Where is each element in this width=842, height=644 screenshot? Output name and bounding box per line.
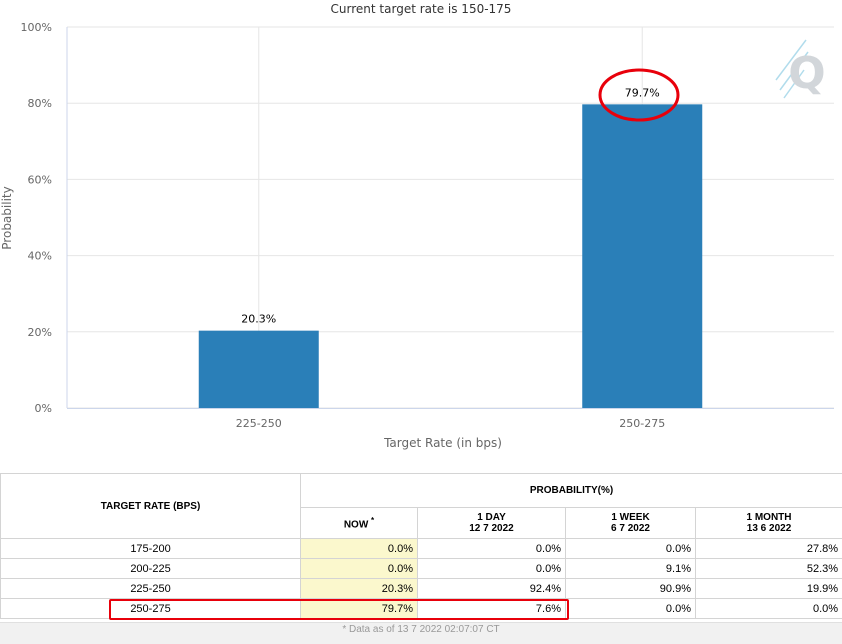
- chart-svg: Current target rate is 150-175 Q 20.3% 79…: [0, 0, 842, 462]
- x-tick-label: 250-275: [619, 417, 665, 430]
- bar: [582, 104, 702, 408]
- table-row: 200-225 0.0% 0.0% 9.1% 52.3%: [1, 559, 842, 579]
- x-tick-label: 225-250: [236, 417, 282, 430]
- target-rate-header-text: TARGET RATE (BPS): [101, 501, 201, 512]
- bar-data-label: 20.3%: [241, 313, 276, 326]
- chart-bars: 20.3% 79.7%: [199, 86, 703, 408]
- day-header-label: 1 DAY: [477, 512, 506, 523]
- y-tick-label: 60%: [28, 173, 52, 186]
- row-now: 20.3%: [301, 579, 418, 599]
- row-rate: 175-200: [1, 539, 301, 559]
- probability-table-section: TARGET RATE (BPS) PROBABILITY(%) NOW * 1…: [0, 473, 842, 643]
- data-timestamp-note: * Data as of 13 7 2022 02:07:07 CT: [0, 622, 842, 644]
- y-tick-label: 80%: [28, 97, 52, 110]
- bar-data-label: 79.7%: [625, 86, 660, 99]
- target-rate-header: TARGET RATE (BPS): [1, 474, 301, 539]
- y-tick-label: 0%: [35, 402, 52, 415]
- week-header-label: 1 WEEK: [611, 512, 649, 523]
- bar: [199, 331, 319, 408]
- row-month: 52.3%: [696, 559, 842, 579]
- day-header-date: 12 7 2022: [469, 523, 514, 534]
- row-week: 9.1%: [566, 559, 696, 579]
- table-row: 250-275 79.7% 7.6% 0.0% 0.0%: [1, 599, 842, 619]
- probability-header: PROBABILITY(%): [301, 474, 842, 508]
- row-month: 19.9%: [696, 579, 842, 599]
- row-day: 92.4%: [418, 579, 566, 599]
- row-rate: 200-225: [1, 559, 301, 579]
- month-header-label: 1 MONTH: [747, 512, 792, 523]
- row-rate: 250-275: [1, 599, 301, 619]
- row-now: 0.0%: [301, 559, 418, 579]
- row-now: 79.7%: [301, 599, 418, 619]
- probability-header-text: PROBABILITY(%): [530, 485, 613, 496]
- table-row: 225-250 20.3% 92.4% 90.9% 19.9%: [1, 579, 842, 599]
- now-header-text: NOW: [344, 519, 368, 530]
- y-tick-label: 40%: [28, 250, 52, 263]
- x-axis-ticks: 225-250 250-275: [236, 417, 665, 430]
- chart-subtitle: Current target rate is 150-175: [331, 2, 512, 16]
- now-header: NOW *: [301, 508, 418, 539]
- y-axis-title: Probability: [0, 186, 14, 249]
- y-tick-label: 20%: [28, 326, 52, 339]
- row-month: 27.8%: [696, 539, 842, 559]
- probability-table: TARGET RATE (BPS) PROBABILITY(%) NOW * 1…: [0, 473, 842, 619]
- y-axis-ticks: 0% 20% 40% 60% 80% 100%: [21, 21, 52, 415]
- row-day: 0.0%: [418, 559, 566, 579]
- row-now: 0.0%: [301, 539, 418, 559]
- row-week: 90.9%: [566, 579, 696, 599]
- watermark-logo: Q: [776, 40, 826, 99]
- now-asterisk: *: [371, 516, 374, 525]
- table-row: 175-200 0.0% 0.0% 0.0% 27.8%: [1, 539, 842, 559]
- row-day: 7.6%: [418, 599, 566, 619]
- probability-chart: Current target rate is 150-175 Q 20.3% 79…: [0, 0, 842, 462]
- watermark-q: Q: [788, 48, 825, 99]
- x-axis-title: Target Rate (in bps): [383, 436, 502, 450]
- week-header-date: 6 7 2022: [611, 523, 650, 534]
- y-tick-label: 100%: [21, 21, 52, 34]
- row-week: 0.0%: [566, 599, 696, 619]
- month-header-date: 13 6 2022: [747, 523, 792, 534]
- row-rate: 225-250: [1, 579, 301, 599]
- chart-grid: [67, 27, 834, 409]
- row-month: 0.0%: [696, 599, 842, 619]
- row-day: 0.0%: [418, 539, 566, 559]
- row-week: 0.0%: [566, 539, 696, 559]
